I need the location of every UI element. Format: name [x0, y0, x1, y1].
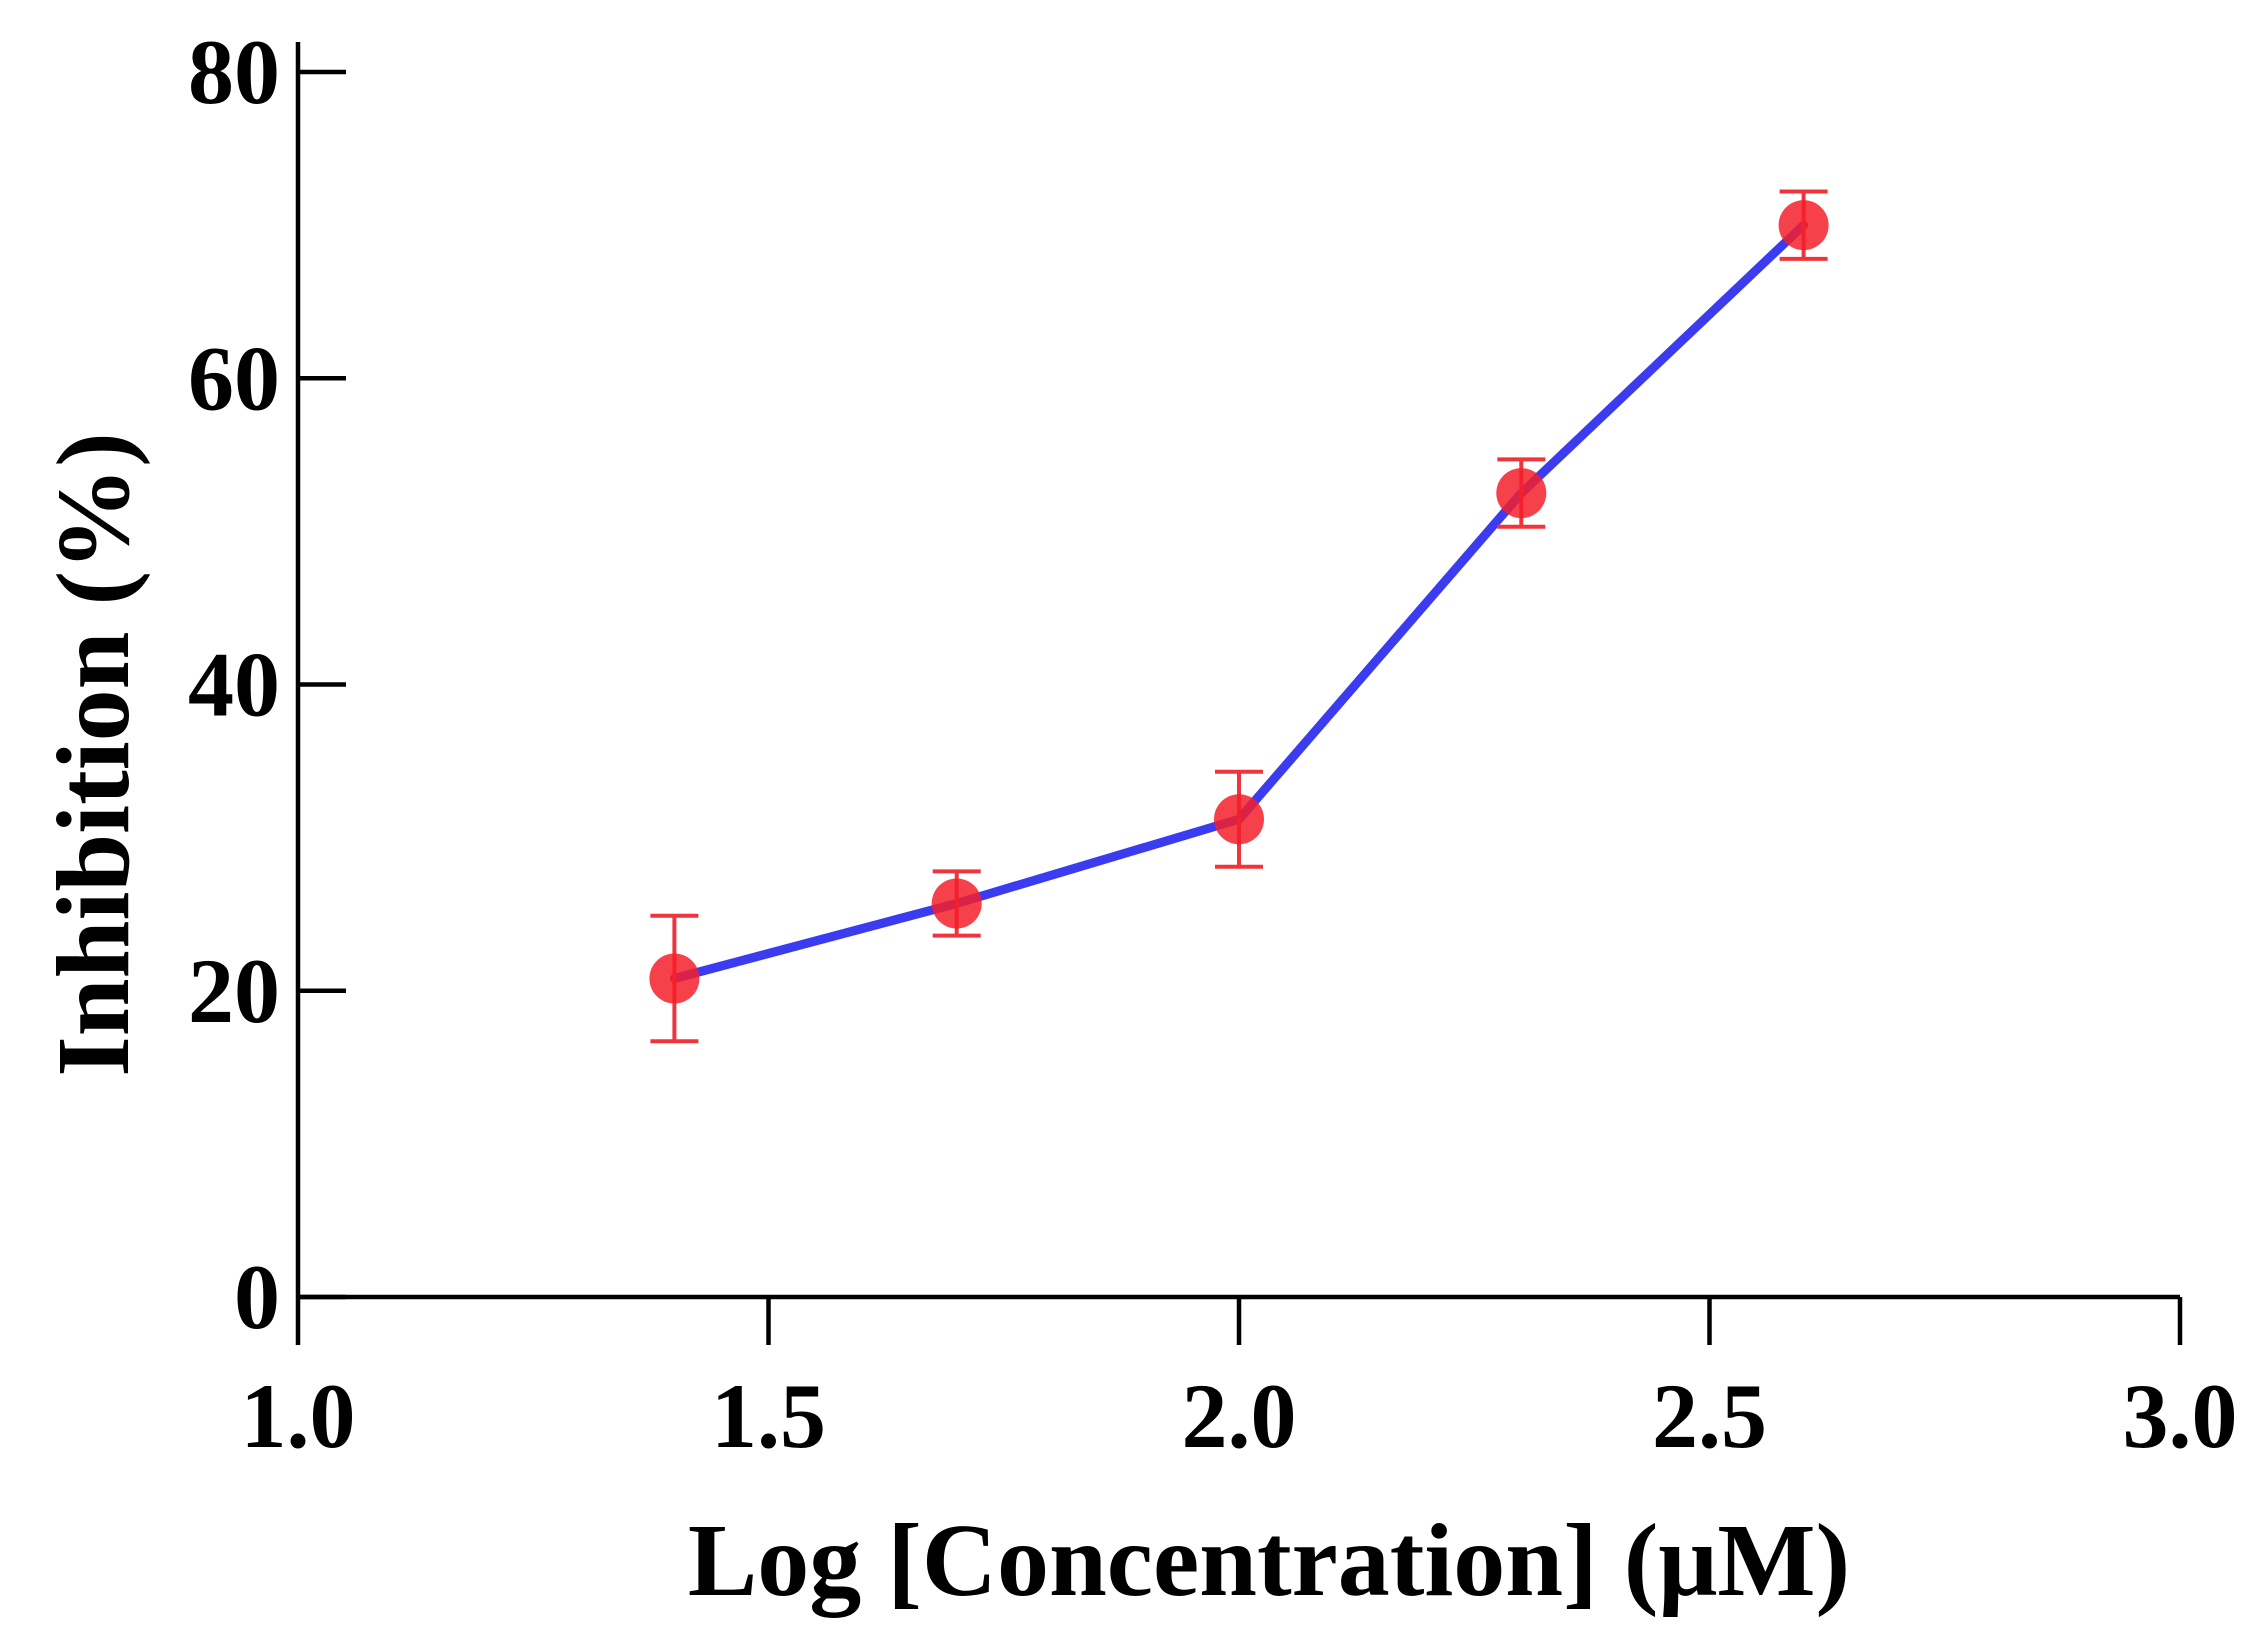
y-tick-label: 40: [188, 634, 280, 736]
x-ticks: 1.0 1.5 2.0 2.5 3.0: [241, 1297, 2238, 1467]
x-tick-label: 1.5: [711, 1365, 826, 1467]
data-point: [1778, 200, 1829, 251]
series-layer: [649, 189, 1829, 1044]
y-axis-title: Inhibition (%): [36, 432, 151, 1076]
y-ticks: 0 20 40 60 80: [188, 21, 346, 1348]
x-tick-label: 1.0: [241, 1365, 356, 1467]
data-point: [1214, 794, 1264, 845]
series: [649, 189, 1829, 1044]
data-point: [931, 878, 982, 929]
y-tick-label: 0: [234, 1246, 280, 1348]
data-point: [1496, 468, 1547, 519]
y-tick-label: 20: [188, 940, 280, 1042]
y-tick-label: 80: [188, 21, 280, 123]
x-tick-label: 2.0: [1182, 1365, 1297, 1467]
x-tick-label: 2.5: [1652, 1365, 1767, 1467]
x-axis-title: Log [Concentration] (μM): [688, 1503, 1850, 1618]
axes: [295, 42, 2180, 1300]
data-point: [649, 953, 700, 1004]
x-tick-label: 3.0: [2123, 1365, 2238, 1467]
y-tick-label: 60: [188, 327, 280, 429]
